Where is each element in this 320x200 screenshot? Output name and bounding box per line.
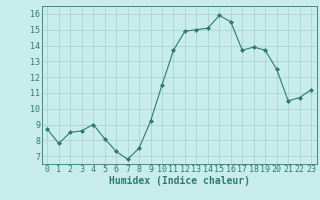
X-axis label: Humidex (Indice chaleur): Humidex (Indice chaleur) [109, 176, 250, 186]
